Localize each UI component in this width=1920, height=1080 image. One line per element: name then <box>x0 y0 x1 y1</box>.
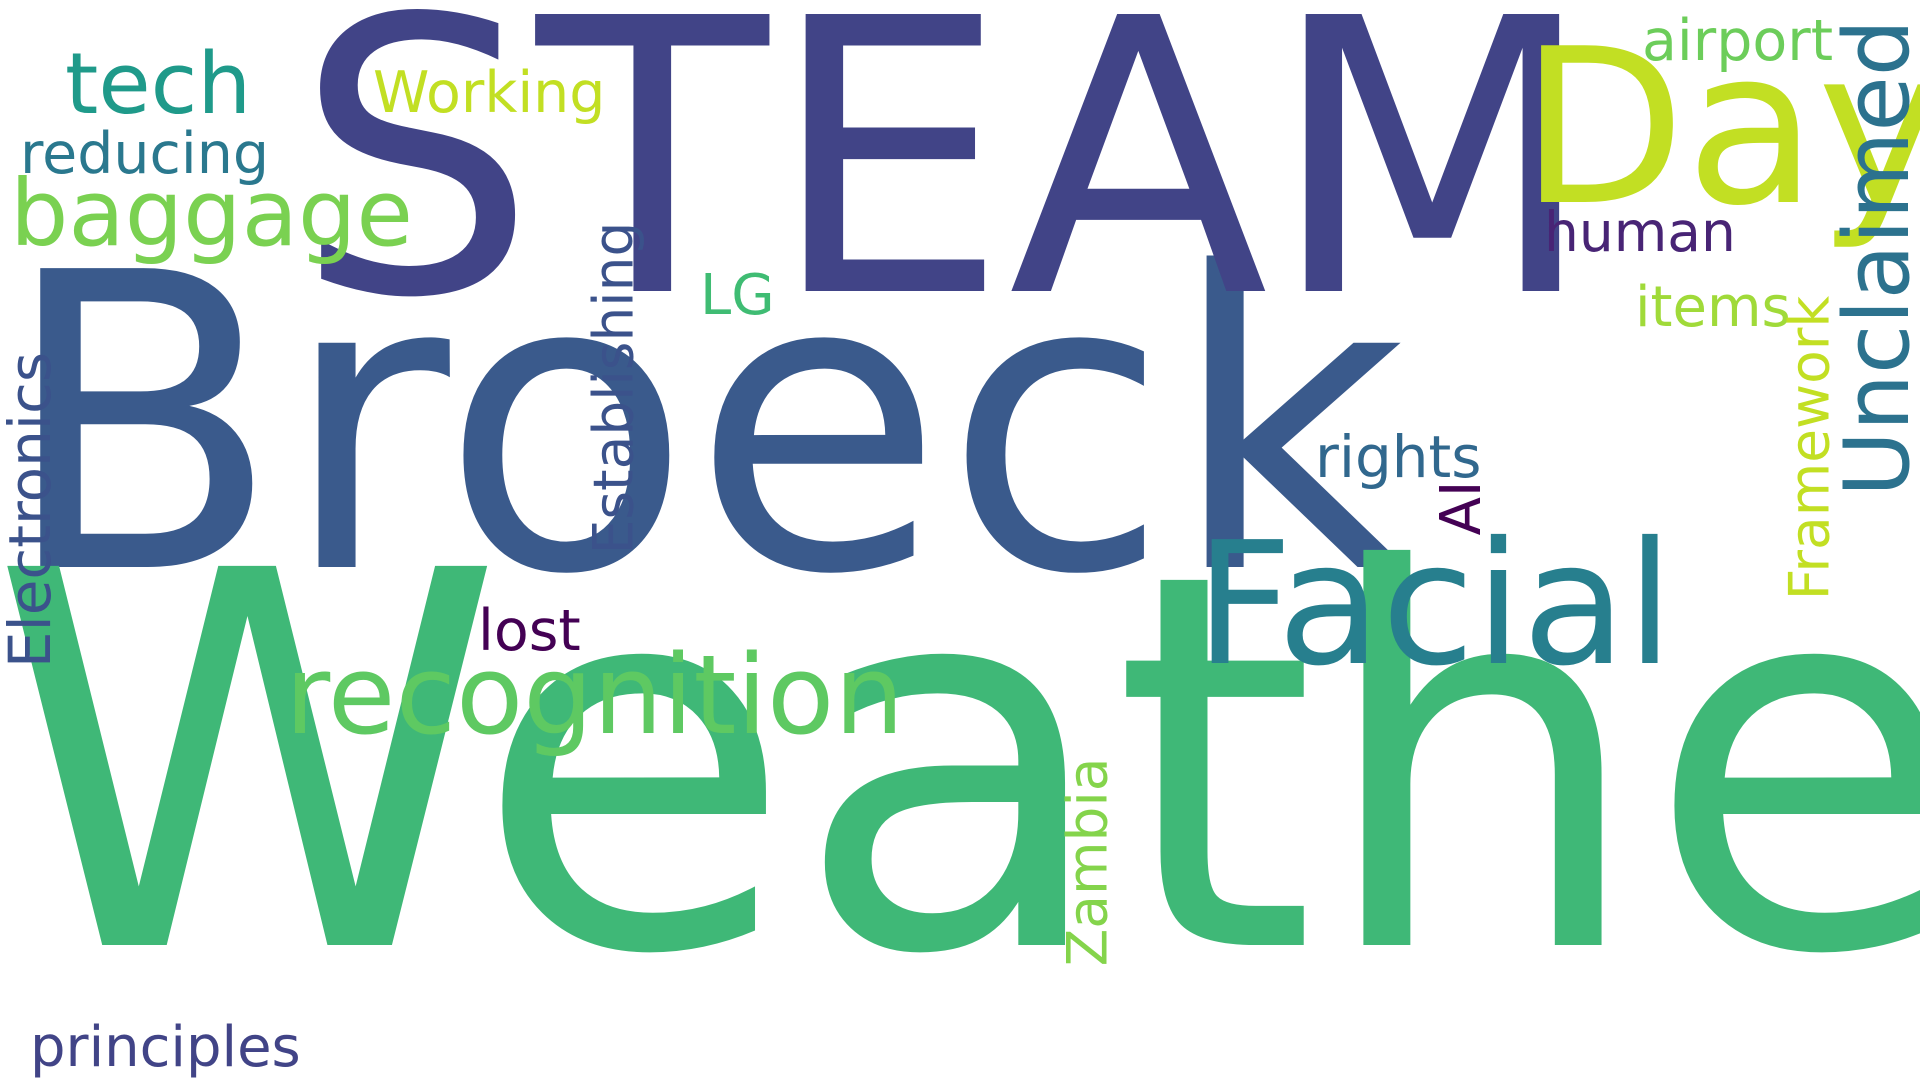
word-human: human <box>1544 200 1736 264</box>
word-electronics: Electronics <box>0 351 64 669</box>
word-unclaimed: Unclaimed <box>1825 19 1920 497</box>
word-broeck: Broeck <box>0 186 1407 664</box>
word-weather: Weather <box>0 462 1920 1068</box>
word-airport: airport <box>1642 8 1834 74</box>
word-day: Day <box>1520 2 1920 253</box>
word-establishing: Establishing <box>581 221 646 555</box>
word-zambia: Zambia <box>1055 757 1120 967</box>
word-lost: lost <box>478 598 581 664</box>
word-reducing: reducing <box>20 121 270 187</box>
word-lg: LG <box>700 263 775 328</box>
word-steam: STEAM <box>295 0 1597 381</box>
word-principles: principles <box>30 1015 301 1080</box>
word-working: Working <box>373 60 606 126</box>
word-tech: tech <box>65 35 252 134</box>
word-rights: rights <box>1315 423 1482 491</box>
word-framework: Framework <box>1777 295 1842 601</box>
word-ai: AI <box>1429 480 1494 536</box>
word-facial: Facial <box>1195 506 1674 704</box>
word-baggage: baggage <box>10 160 413 267</box>
word-recognition: recognition <box>285 631 905 759</box>
word-items: items <box>1635 275 1791 340</box>
